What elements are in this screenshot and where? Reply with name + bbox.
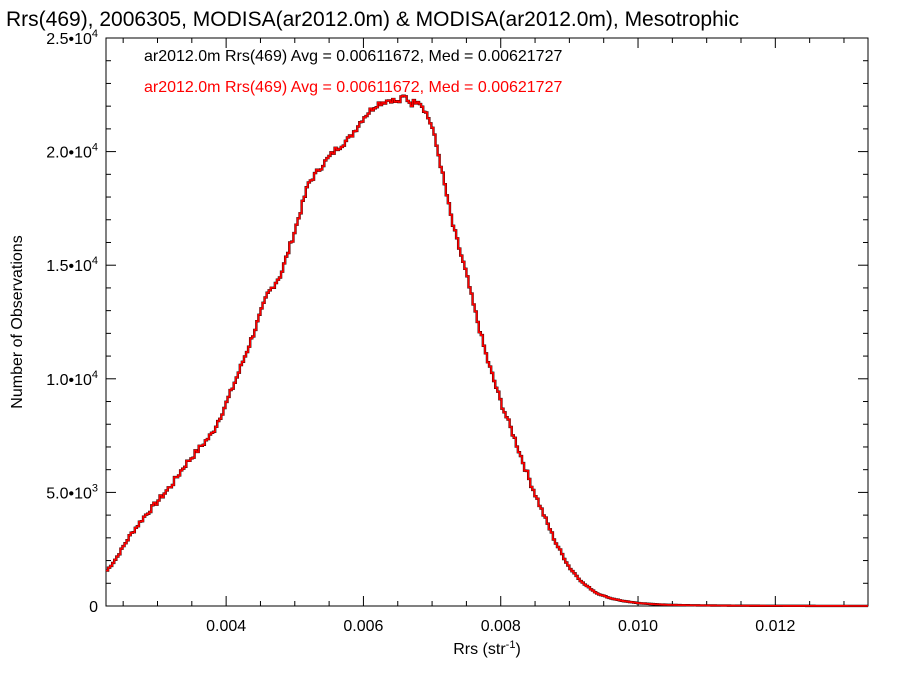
x-axis-label-main: Rrs (str <box>453 641 506 658</box>
x-tick-label: 0.012 <box>755 618 795 635</box>
x-axis-label-end: ) <box>515 641 520 658</box>
y-tick-labels: 0 5.0•103 1.0•104 1.5•104 2.0•104 2.5•104 <box>46 28 98 616</box>
series-line-black <box>106 94 868 608</box>
y-tick-label: 5.0•103 <box>46 482 98 502</box>
x-axis-label: Rrs (str-1) <box>453 639 521 658</box>
legend-entry-black: ar2012.0m Rrs(469) Avg = 0.00611672, Med… <box>144 48 562 65</box>
x-tick-label: 0.006 <box>343 618 383 635</box>
x-tick-label: 0.008 <box>481 618 521 635</box>
series-line-red <box>106 94 868 607</box>
y-axis-label: Number of Observations <box>9 235 26 408</box>
y-tick-label: 0 <box>89 599 98 616</box>
y-tick-label: 1.0•104 <box>46 369 98 389</box>
chart-title: Rrs(469), 2006305, MODISA(ar2012.0m) & M… <box>6 8 739 31</box>
x-axis-label-sup: -1 <box>506 639 516 651</box>
x-tick-labels: 0.004 0.006 0.008 0.010 0.012 <box>206 618 795 635</box>
y-tick-label: 2.5•104 <box>46 28 98 48</box>
axis-ticks <box>106 37 868 607</box>
legend-entry-red: ar2012.0m Rrs(469) Avg = 0.00611672, Med… <box>144 79 562 96</box>
x-tick-label: 0.010 <box>618 618 658 635</box>
plot-area-frame <box>105 37 869 607</box>
x-tick-label: 0.004 <box>206 618 246 635</box>
y-tick-label: 2.0•104 <box>46 142 98 162</box>
y-tick-label: 1.5•104 <box>46 255 98 275</box>
histogram-lines <box>106 94 868 608</box>
